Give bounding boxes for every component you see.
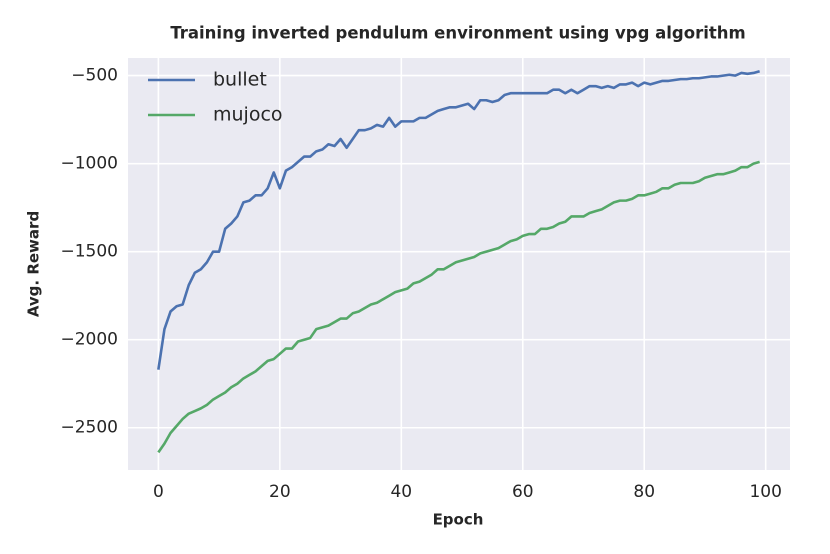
legend-label: mujoco	[213, 104, 283, 126]
y-tick-label: −2000	[60, 330, 118, 350]
x-tick-label: 100	[749, 482, 781, 502]
x-tick-label: 80	[633, 482, 655, 502]
y-tick-label: −2500	[60, 418, 118, 438]
y-tick-label: −500	[71, 66, 118, 86]
y-axis-label: Avg. Reward	[25, 211, 43, 317]
line	[157, 69, 760, 370]
x-tick-label: 40	[390, 482, 412, 502]
legend-label: bullet	[213, 69, 267, 91]
line	[157, 160, 760, 454]
plot-area	[128, 58, 790, 470]
x-axis-label: Epoch	[433, 511, 484, 529]
y-tick-label: −1000	[60, 154, 118, 174]
chart-title: Training inverted pendulum environment u…	[170, 24, 745, 43]
x-tick-label: 60	[512, 482, 534, 502]
x-tick-label: 0	[153, 482, 164, 502]
x-tick-label: 20	[269, 482, 291, 502]
y-tick-label: −1500	[60, 242, 118, 262]
